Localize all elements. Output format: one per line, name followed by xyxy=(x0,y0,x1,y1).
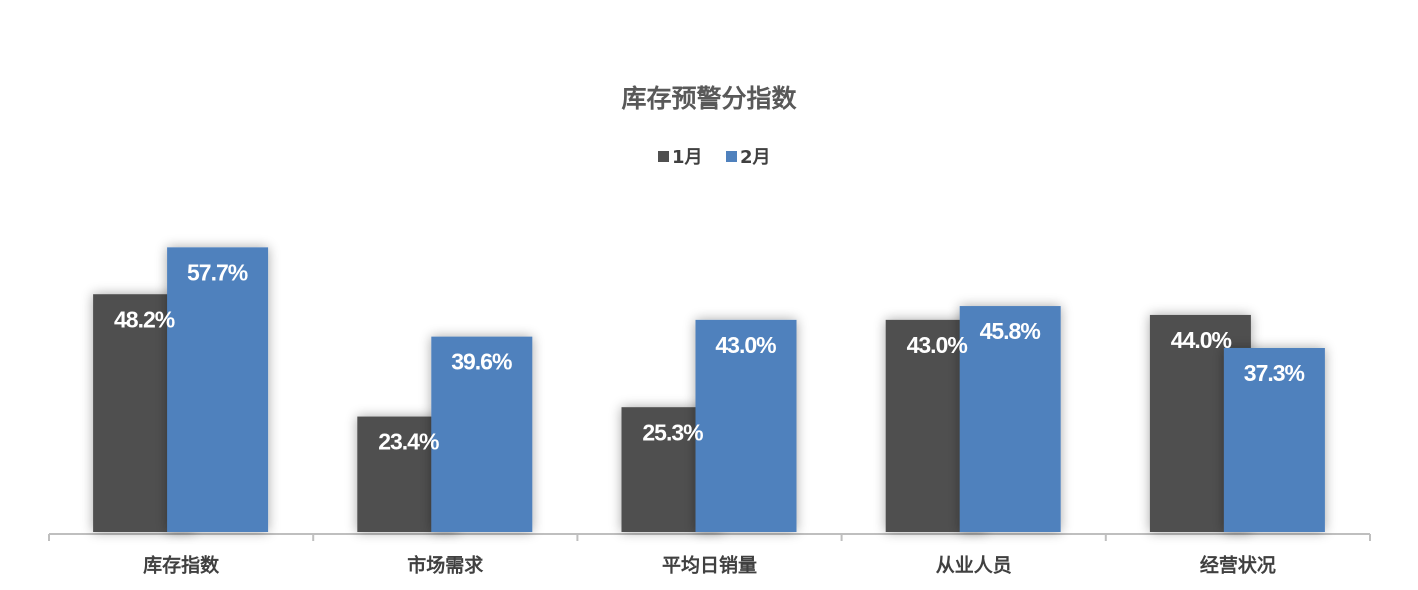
data-label: 44.0% xyxy=(1171,327,1232,353)
data-label: 37.3% xyxy=(1244,360,1305,386)
legend-swatch xyxy=(726,151,737,162)
data-label: 45.8% xyxy=(980,318,1041,344)
bar xyxy=(431,336,533,532)
data-label: 48.2% xyxy=(114,306,175,332)
data-label: 43.0% xyxy=(907,332,968,358)
data-label: 57.7% xyxy=(187,259,248,285)
x-tick-label: 平均日销量 xyxy=(662,554,757,577)
legend-label: 1月 xyxy=(672,147,703,168)
x-tick-label: 市场需求 xyxy=(407,554,484,577)
data-label: 23.4% xyxy=(378,429,439,455)
x-tick-label: 从业人员 xyxy=(936,555,1012,577)
legend-swatch xyxy=(658,151,669,162)
legend-label: 2月 xyxy=(740,147,771,168)
x-tick-label: 库存指数 xyxy=(143,554,220,577)
chart-title: 库存预警分指数 xyxy=(621,84,797,113)
data-label: 25.3% xyxy=(642,419,703,445)
data-label: 39.6% xyxy=(451,349,512,375)
bar xyxy=(959,306,1061,532)
bar xyxy=(1223,347,1325,532)
x-tick-label: 经营状况 xyxy=(1200,554,1276,577)
bar xyxy=(695,319,797,532)
data-label: 43.0% xyxy=(715,332,776,358)
bar xyxy=(167,247,269,532)
